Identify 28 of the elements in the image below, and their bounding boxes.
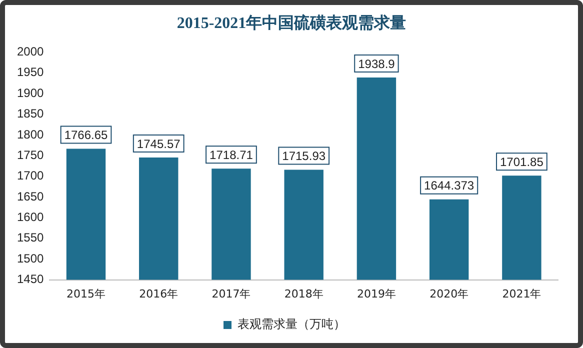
x-tick-label: 2019年 (356, 287, 396, 300)
data-label: 1715.93 (282, 149, 326, 164)
y-tick-label: 1650 (16, 189, 44, 204)
y-tick-label: 2000 (16, 44, 44, 59)
x-tick-label: 2021年 (502, 287, 542, 300)
data-label: 1701.85 (500, 154, 544, 169)
chart-title: 2015-2021年中国硫磺表观需求量 (176, 13, 408, 34)
legend-label: 表观需求量（万吨） (238, 317, 346, 332)
y-tick-label: 1550 (16, 230, 44, 245)
y-tick-label: 1500 (16, 251, 44, 266)
y-tick-label: 1600 (16, 210, 44, 224)
y-tick-label: 1450 (16, 272, 44, 286)
y-tick-label: 1850 (16, 106, 44, 121)
x-tick-label: 2015年 (66, 287, 106, 300)
x-tick-label: 2017年 (212, 287, 251, 300)
y-tick-label: 1800 (16, 127, 44, 142)
x-tick-label: 2018年 (284, 287, 324, 300)
data-label: 1745.57 (136, 136, 181, 151)
data-label: 1644.373 (424, 178, 474, 193)
data-label: 1718.71 (210, 148, 254, 162)
x-tick-label: 2020年 (430, 287, 469, 300)
x-tick-label: 2016年 (139, 287, 178, 300)
y-tick-label: 1950 (16, 65, 44, 80)
data-label: 1938.9 (358, 56, 396, 71)
y-tick-label: 1700 (16, 168, 44, 183)
y-tick-label: 1750 (16, 148, 44, 162)
y-tick-label: 1900 (16, 86, 44, 100)
data-label: 1766.65 (64, 128, 108, 142)
